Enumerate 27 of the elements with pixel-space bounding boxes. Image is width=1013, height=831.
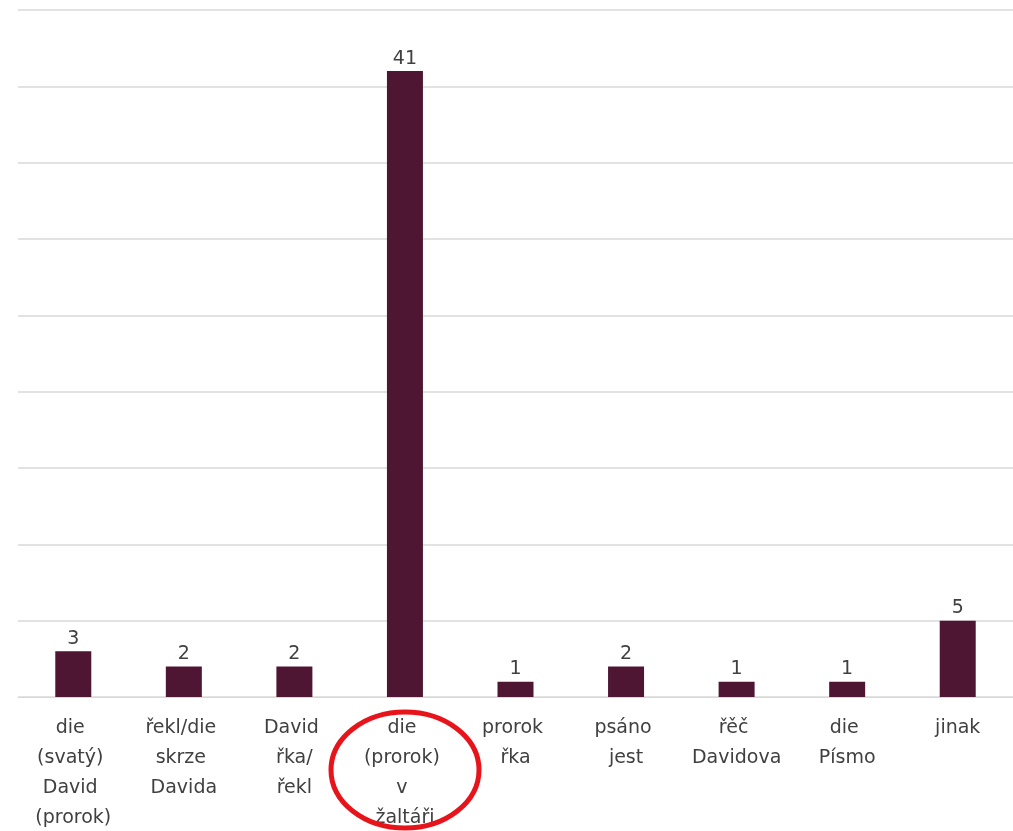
bar	[829, 681, 866, 697]
data-label: 3	[67, 625, 80, 648]
data-label: 2	[177, 640, 190, 663]
x-tick-label: die Písmo	[818, 715, 876, 767]
bar	[165, 666, 202, 697]
x-tick-label: řěč Davidova	[691, 715, 782, 767]
x-tick-label: die (svatý) David (prorok)	[35, 715, 112, 827]
bar	[276, 666, 313, 697]
x-tick-label: die (prorok) v žaltáři	[363, 715, 446, 827]
bar	[497, 681, 534, 697]
bar	[55, 651, 92, 697]
x-tick-label: prorok řka	[481, 715, 550, 767]
data-label: 5	[951, 595, 964, 618]
x-tick-label: David řka/řekl	[263, 715, 325, 797]
data-label: 1	[509, 656, 522, 679]
bar	[386, 71, 423, 697]
bar	[939, 620, 976, 697]
data-label: 1	[841, 656, 854, 679]
x-tick-label: jinak	[934, 715, 981, 737]
data-label: 2	[620, 640, 633, 663]
x-tick-label: řekl/die skrze Davida	[145, 715, 223, 797]
data-label: 41	[392, 45, 418, 68]
x-tick-label: psáno jest	[594, 715, 658, 767]
bar	[718, 681, 755, 697]
data-label: 1	[730, 656, 743, 679]
data-label: 2	[288, 640, 301, 663]
bar	[608, 666, 645, 697]
